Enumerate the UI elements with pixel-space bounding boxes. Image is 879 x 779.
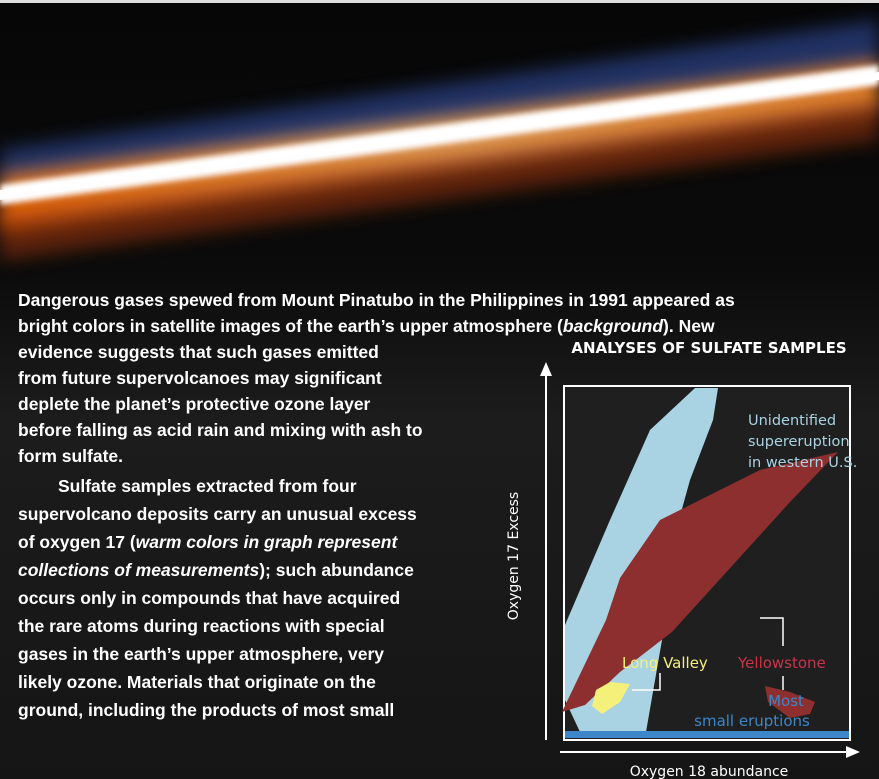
region-label: in western U.S. — [748, 455, 857, 471]
text-run: gases in the earth’s upper atmosphere, v… — [18, 644, 385, 664]
text-line: Sulfate samples extracted from four — [58, 475, 357, 497]
region-label: Unidentified — [748, 413, 836, 429]
text-run: occurs only in compounds that have acqui… — [18, 588, 401, 608]
text-line: from future supervolcanoes may significa… — [18, 367, 382, 389]
region-label: Yellowstone — [737, 654, 826, 672]
region-label: supereruption — [748, 434, 850, 450]
text-run: ); such abundance — [259, 560, 414, 580]
x-axis-label: Oxygen 18 abundance — [630, 764, 789, 779]
text-run: background — [562, 316, 664, 336]
text-line: deplete the planet’s protective ozone la… — [18, 393, 370, 415]
yellowstone-region-small — [765, 686, 815, 718]
text-run: form sulfate. — [18, 446, 124, 466]
small-eruptions-band — [565, 731, 849, 738]
text-line: ground, including the products of most s… — [18, 699, 394, 721]
text-run: collections of measurements — [18, 560, 260, 580]
text-run: bright colors in satellite images of the… — [18, 316, 563, 336]
text-run: evidence suggests that such gases emitte… — [18, 342, 379, 362]
text-run: deplete the planet’s protective ozone la… — [18, 394, 371, 414]
text-run: warm colors in graph represent — [135, 532, 398, 552]
y-axis-label: Oxygen 17 Excess — [506, 492, 522, 620]
text-line: evidence suggests that such gases emitte… — [18, 341, 379, 363]
text-run: Dangerous gases spewed from Mount Pinatu… — [18, 290, 735, 310]
text-line: occurs only in compounds that have acqui… — [18, 587, 400, 609]
text-line: the rare atoms during reactions with spe… — [18, 615, 385, 637]
region-label: Most — [768, 692, 804, 710]
text-line: supervolcano deposits carry an unusual e… — [18, 503, 417, 525]
long-valley-region — [592, 682, 630, 714]
yellowstone-region — [562, 452, 838, 712]
text-line: Dangerous gases spewed from Mount Pinatu… — [18, 289, 735, 311]
connector — [760, 617, 784, 646]
text-line: of oxygen 17 (warm colors in graph repre… — [18, 531, 397, 553]
text-run: of oxygen 17 ( — [18, 532, 136, 552]
text-line: form sulfate. — [18, 445, 123, 467]
text-line: collections of measurements); such abund… — [18, 559, 414, 581]
y-arrow — [540, 362, 552, 376]
text-run: likely ozone. Materials that originate o… — [18, 672, 376, 692]
connector — [632, 673, 661, 691]
text-run: ground, including the products of most s… — [18, 700, 395, 720]
text-run: ). New — [663, 316, 715, 336]
frame — [0, 0, 879, 3]
chart-title: ANALYSES OF SULFATE SAMPLES — [571, 339, 846, 357]
text-line: before falling as acid rain and mixing w… — [18, 419, 423, 441]
text-line: bright colors in satellite images of the… — [18, 315, 715, 337]
text-run: Sulfate samples extracted from four — [58, 476, 357, 496]
text-run: supervolcano deposits carry an unusual e… — [18, 504, 417, 524]
text-run: before falling as acid rain and mixing w… — [18, 420, 423, 440]
chart: ANALYSES OF SULFATE SAMPLES Unidentified… — [506, 339, 860, 779]
satellite-image — [0, 20, 879, 260]
region-label: small eruptions — [694, 712, 810, 730]
text-line: gases in the earth’s upper atmosphere, v… — [18, 643, 384, 665]
region-label: Long Valley — [622, 654, 708, 672]
text-run: the rare atoms during reactions with spe… — [18, 616, 385, 636]
text-line: likely ozone. Materials that originate o… — [18, 671, 376, 693]
text-run: from future supervolcanoes may significa… — [18, 368, 382, 388]
x-arrow — [846, 746, 860, 758]
